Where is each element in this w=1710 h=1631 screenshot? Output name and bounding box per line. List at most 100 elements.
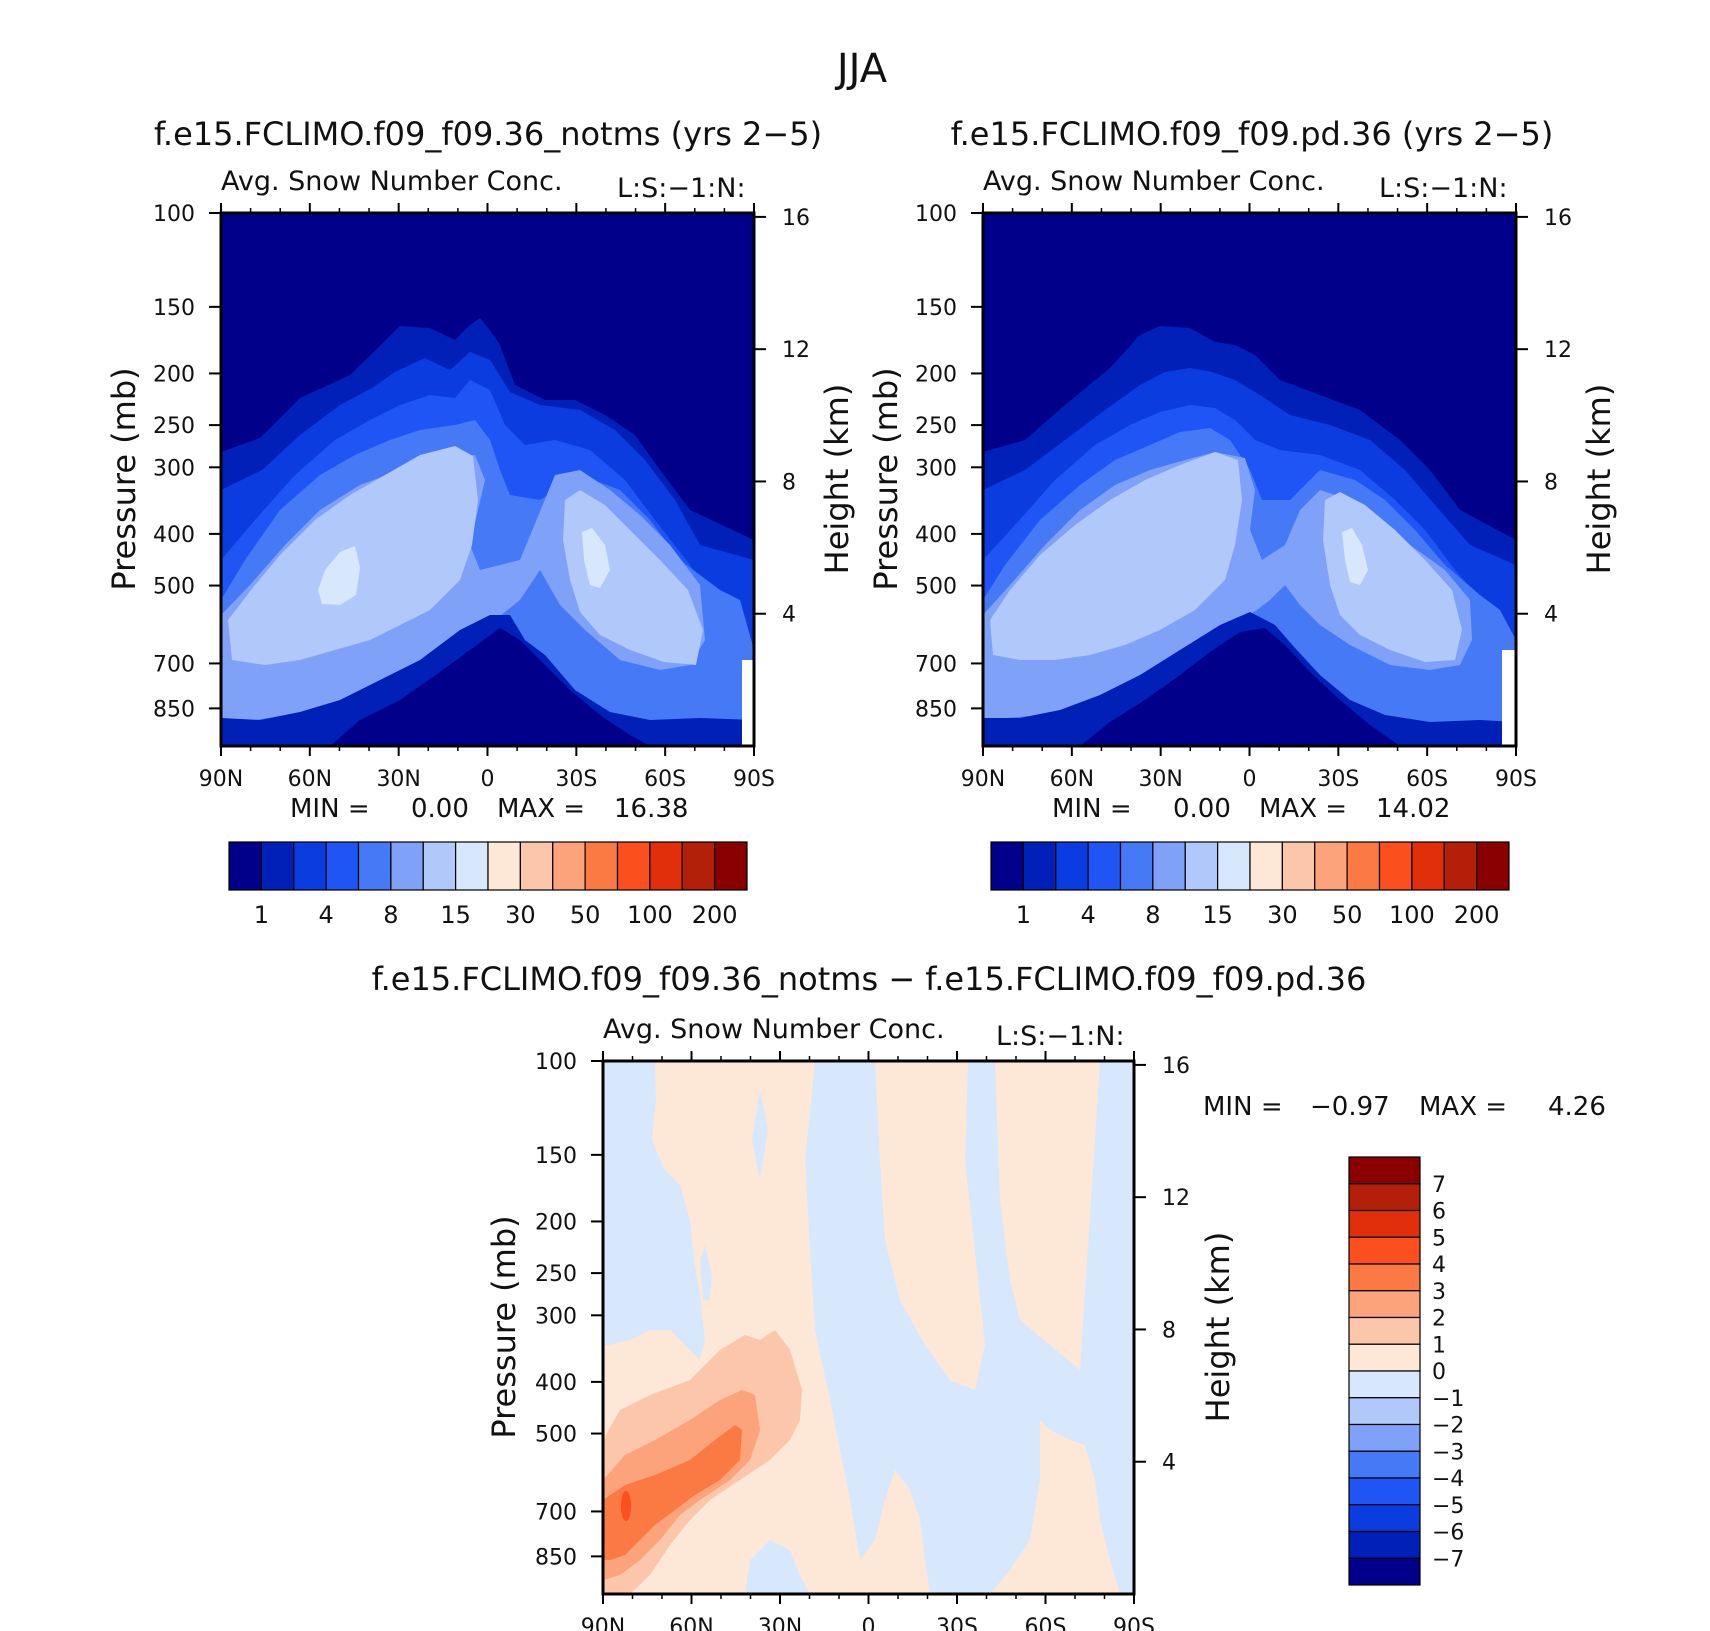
panel-3-contour-field (603, 1061, 1134, 1594)
panel-1-min-label: MIN = (290, 794, 370, 824)
panel-1: f.e15.FCLIMO.f09_f09.36_notms (yrs 2−5) … (105, 115, 856, 929)
missing-data-strip (1502, 650, 1516, 746)
x-tick-label: 0 (481, 767, 495, 792)
figure-title: JJA (834, 46, 888, 92)
colorbar-label: 200 (692, 901, 738, 929)
x-tick-label: 30N (1138, 767, 1182, 792)
y-right-tick-label: 16 (1162, 1054, 1190, 1079)
colorbar-box (455, 841, 489, 891)
colorbar-box (293, 841, 327, 891)
y-tick-label: 400 (535, 1371, 577, 1396)
x-tick-label: 90N (961, 767, 1005, 792)
y-tick-label: 100 (915, 202, 957, 227)
y-tick-label: 150 (535, 1144, 577, 1169)
colorbar-label: 5 (1432, 1226, 1446, 1251)
colorbar-box (1281, 841, 1316, 891)
y-tick-label: 700 (535, 1500, 577, 1525)
colorbar-label: 4 (318, 901, 333, 929)
y-right-tick-label: 4 (782, 603, 796, 628)
colorbar-box (390, 841, 424, 891)
panel-1-ylabel-right: Height (km) (818, 384, 856, 575)
y-right-tick-label: 12 (782, 338, 810, 363)
y-right-tick-label: 12 (1162, 1186, 1190, 1211)
panel-1-max-value: 16.38 (614, 794, 688, 824)
colorbar-label: 30 (1267, 901, 1298, 929)
colorbar-box (1348, 1156, 1421, 1185)
x-tick-label: 30S (936, 1615, 978, 1631)
colorbar-label: 8 (1145, 901, 1160, 929)
contour-negative-region (805, 1061, 1134, 1594)
y-right-tick-label: 12 (1544, 338, 1572, 363)
panel-1-contour-field (221, 213, 754, 746)
y-right-tick-label: 8 (782, 470, 796, 495)
y-tick-label: 250 (915, 414, 957, 439)
y-tick-label: 200 (915, 362, 957, 387)
y-tick-label: 400 (915, 523, 957, 548)
contour-level-4-to-5 (621, 1491, 631, 1521)
colorbar-label: −6 (1432, 1521, 1464, 1546)
colorbar-box (1348, 1370, 1421, 1399)
colorbar-label: 4 (1432, 1253, 1446, 1278)
colorbar-label: 2 (1432, 1307, 1446, 1332)
colorbar-box (260, 841, 295, 891)
panel-2-min-label: MIN = (1052, 794, 1132, 824)
panel-3-max-value: 4.26 (1548, 1092, 1606, 1122)
colorbar-box (552, 841, 586, 891)
x-tick-label: 90S (1495, 767, 1537, 792)
panel-2-units: L:S:−1:N: (1379, 173, 1508, 204)
colorbar-box (325, 841, 360, 891)
colorbar-box (1348, 1504, 1421, 1533)
x-tick-label: 0 (1243, 767, 1257, 792)
colorbar-box (1348, 1423, 1421, 1452)
colorbar-box (714, 841, 748, 891)
colorbar-label: 50 (570, 901, 601, 929)
colorbar-label: −1 (1432, 1387, 1464, 1412)
colorbar-box (584, 841, 619, 891)
colorbar-box (1348, 1209, 1421, 1238)
colorbar-box (1348, 1263, 1421, 1292)
panel-3-axes: 90N 60N 30N 0 30S 60S 90S 100 150 200 250 300 400 500… (535, 1050, 1190, 1631)
contour-level-7 (990, 452, 1462, 662)
colorbar-label: 15 (1202, 901, 1233, 929)
colorbar-box (1314, 841, 1348, 891)
contour-level-8 (318, 528, 610, 605)
colorbar-box (1346, 841, 1381, 891)
colorbar-label: −7 (1432, 1547, 1464, 1572)
colorbar-box (1055, 841, 1089, 891)
panel-3: f.e15.FCLIMO.f09_f09.36_notms − f.e15.FC… (372, 960, 1606, 1631)
colorbar-box (1348, 1477, 1421, 1506)
contour-lowlevel-2 (330, 628, 650, 746)
x-tick-label: 90S (1113, 1615, 1155, 1631)
contour-level-3-to-4 (603, 1425, 742, 1560)
colorbar-box (1348, 1236, 1421, 1265)
panel-3-units: L:S:−1:N: (996, 1021, 1125, 1052)
colorbar-box (1087, 841, 1122, 891)
colorbar-box (1119, 841, 1154, 891)
panel-2-subtitle: Avg. Snow Number Conc. (983, 166, 1325, 197)
x-tick-label: 0 (862, 1615, 876, 1631)
panel-2: f.e15.FCLIMO.f09_f09.pd.36 (yrs 2−5) Avg… (867, 115, 1618, 929)
y-tick-label: 700 (153, 652, 195, 677)
x-tick-label: 30S (1317, 767, 1359, 792)
y-tick-label: 300 (915, 456, 957, 481)
colorbar-box (1378, 841, 1413, 891)
panel-1-title: f.e15.FCLIMO.f09_f09.36_notms (yrs 2−5) (154, 115, 822, 153)
colorbar-box (1152, 841, 1186, 891)
colorbar-box (681, 841, 716, 891)
y-tick-label: 250 (535, 1262, 577, 1287)
colorbar-box (1348, 1290, 1421, 1319)
y-tick-label: 850 (153, 697, 195, 722)
x-tick-label: 60S (1025, 1615, 1067, 1631)
colorbar-box (1411, 841, 1445, 891)
panel-3-ylabel: Pressure (mb) (485, 1215, 523, 1438)
y-tick-label: 500 (535, 1423, 577, 1448)
colorbar-box (1022, 841, 1057, 891)
colorbar-box (1217, 841, 1251, 891)
panel-1-ylabel: Pressure (mb) (105, 367, 143, 590)
x-tick-label: 30S (555, 767, 597, 792)
y-tick-label: 500 (915, 575, 957, 600)
colorbar-label: 0 (1432, 1360, 1446, 1385)
colorbar-box (519, 841, 554, 891)
